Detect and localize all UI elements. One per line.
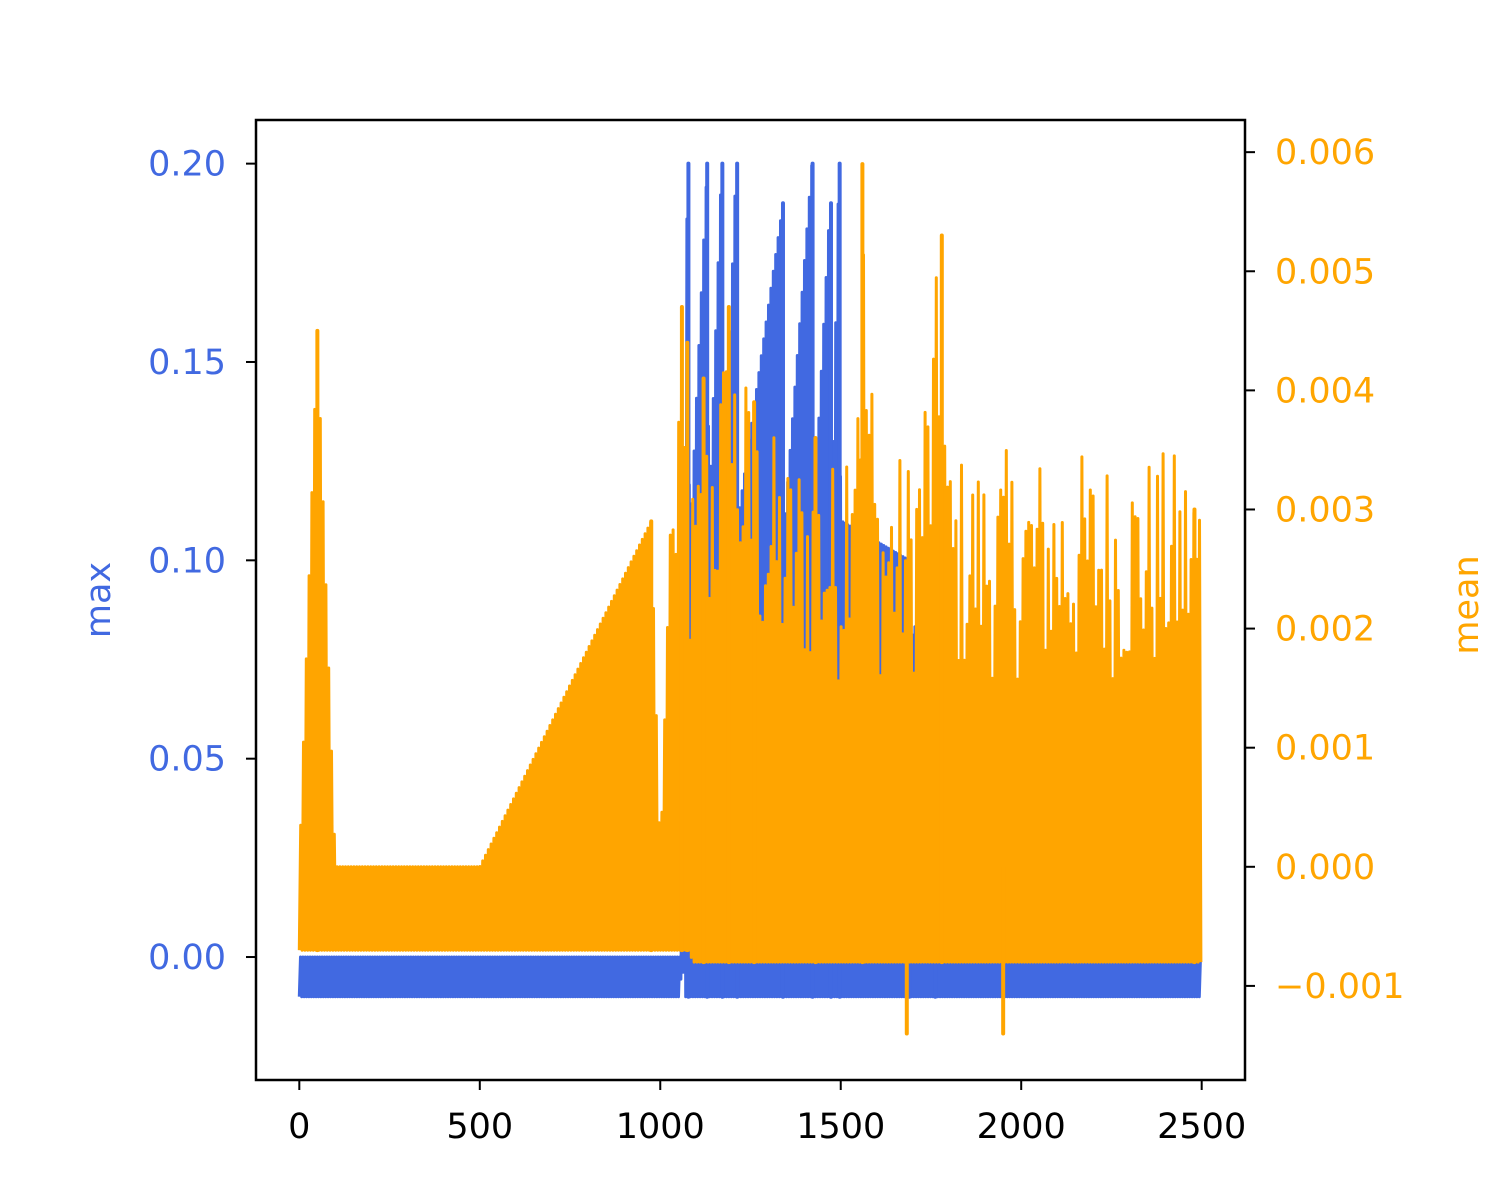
plot-frame bbox=[254, 118, 1247, 1082]
y-axis-right: −0.001 0.000 0.001 0.002 0.003 0.004 0.005 0.00… bbox=[1245, 133, 1405, 1007]
series-mean bbox=[297, 162, 1203, 1036]
x-axis: 0 500 1000 1500 2000 2500 bbox=[288, 1080, 1246, 1147]
y-right-tick-label: 0.003 bbox=[1275, 490, 1375, 530]
x-tick-label: 1000 bbox=[616, 1107, 705, 1147]
y-left-tick-label: 0.15 bbox=[148, 343, 226, 383]
x-tick-label: 500 bbox=[446, 1107, 513, 1147]
y-left-tick-label: 0.05 bbox=[148, 740, 226, 780]
y-right-tick-label: 0.002 bbox=[1275, 610, 1375, 650]
y-left-tick-label: 0.10 bbox=[148, 541, 226, 581]
y-axis-right-title: mean bbox=[1447, 555, 1487, 654]
plot-area bbox=[256, 120, 1245, 1080]
y-right-tick-label: 0.004 bbox=[1275, 371, 1375, 411]
y-right-tick-label: 0.006 bbox=[1275, 133, 1375, 173]
y-right-tick-label: 0.000 bbox=[1275, 848, 1375, 888]
y-left-tick-label: 0.00 bbox=[148, 938, 226, 978]
y-right-tick-label: 0.005 bbox=[1275, 252, 1375, 292]
x-tick-label: 1500 bbox=[796, 1107, 885, 1147]
y-right-tick-label: −0.001 bbox=[1275, 967, 1405, 1007]
y-axis-left-title: max bbox=[79, 562, 119, 638]
y-axis-left: 0.00 0.05 0.10 0.15 0.20 bbox=[148, 145, 256, 978]
y-right-tick-label: 0.001 bbox=[1275, 729, 1375, 769]
y-left-tick-label: 0.20 bbox=[148, 145, 226, 185]
x-tick-label: 0 bbox=[288, 1107, 310, 1147]
x-tick-label: 2500 bbox=[1157, 1107, 1246, 1147]
x-tick-label: 2000 bbox=[977, 1107, 1066, 1147]
mean-line bbox=[297, 253, 1203, 964]
